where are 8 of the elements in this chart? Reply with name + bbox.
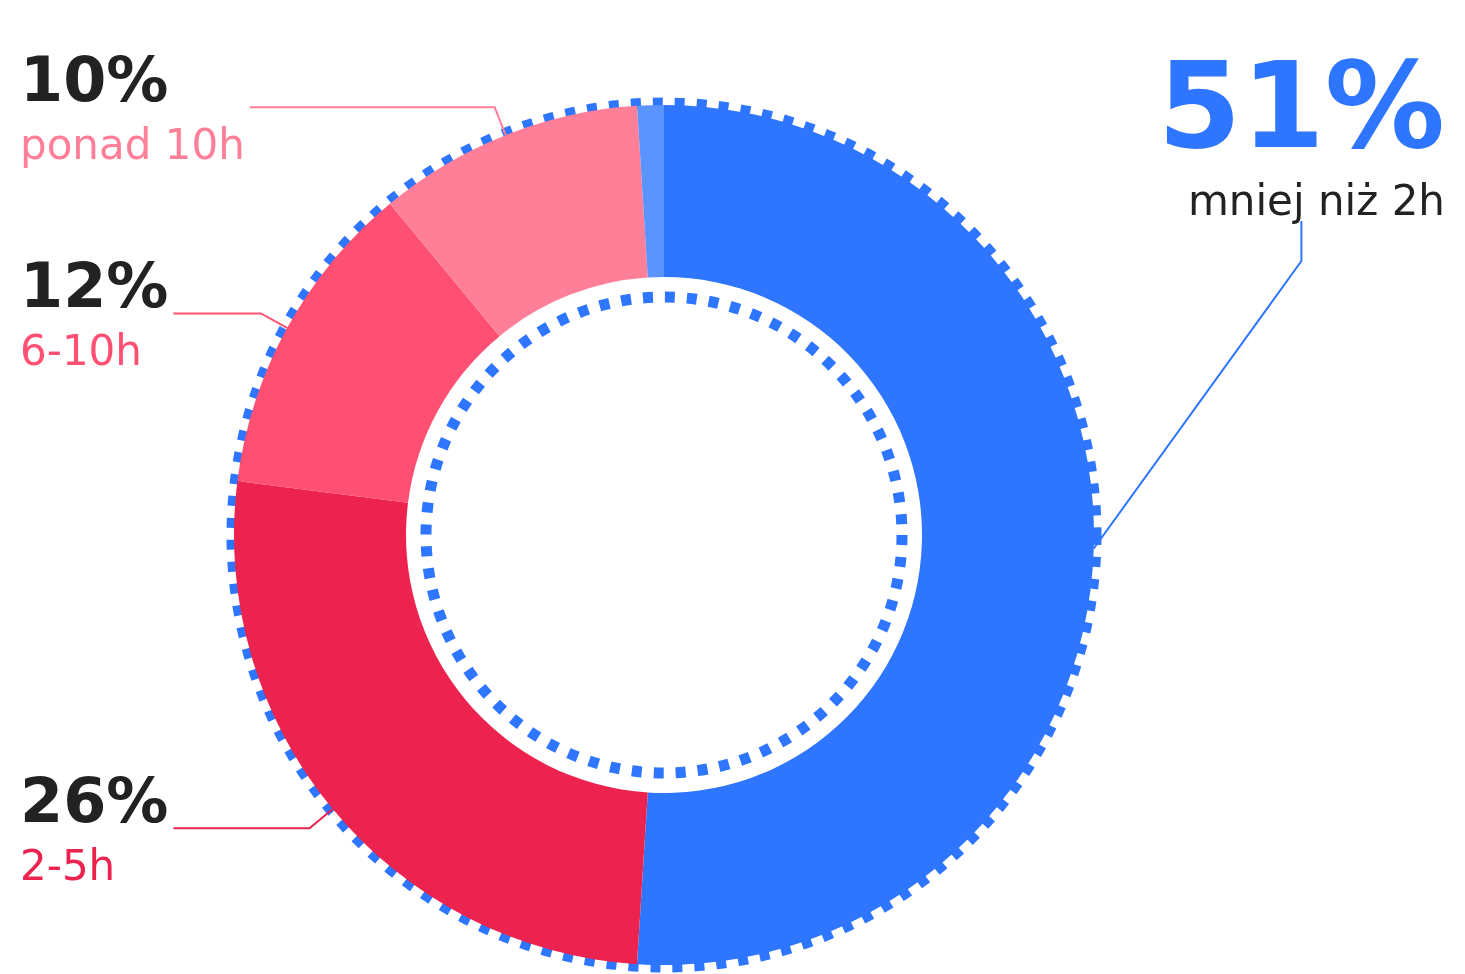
slice-label: ponad 10h	[20, 119, 245, 169]
data-label: 12%	[20, 248, 169, 322]
data-label: 51%	[1157, 35, 1445, 175]
slice-label: mniej niż 2h	[1187, 175, 1445, 225]
data-label: 26%	[20, 763, 169, 837]
slice-label: 6-10h	[20, 325, 142, 375]
data-label: 10%	[20, 42, 169, 116]
slice-label: 2-5h	[20, 840, 116, 890]
